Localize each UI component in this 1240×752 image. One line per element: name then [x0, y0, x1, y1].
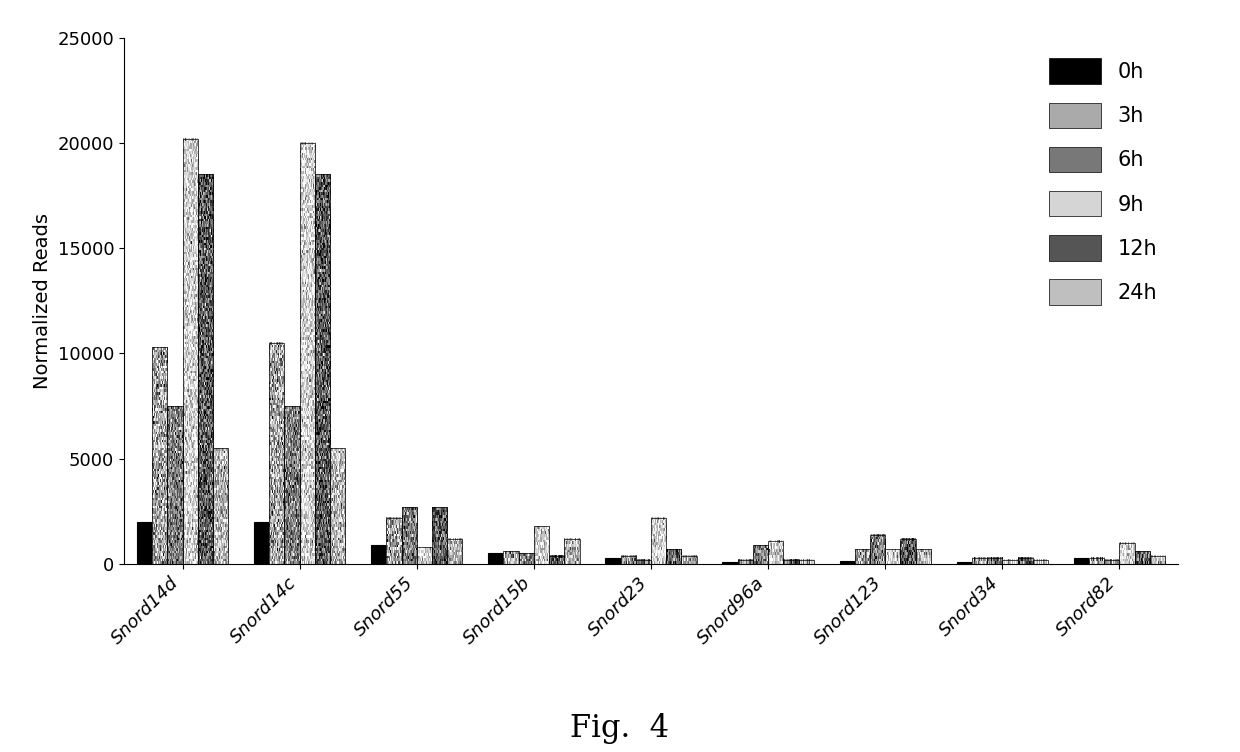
Text: Fig.  4: Fig. 4 — [570, 713, 670, 744]
Bar — [915, 549, 931, 564]
Bar — [620, 556, 636, 564]
Bar — [839, 561, 854, 564]
Bar — [330, 448, 345, 564]
Bar — [900, 538, 915, 564]
Bar — [284, 406, 300, 564]
Bar — [300, 143, 315, 564]
Bar — [1120, 543, 1135, 564]
Bar — [167, 406, 182, 564]
Bar — [636, 559, 651, 564]
Bar — [1135, 551, 1149, 564]
Bar — [972, 558, 987, 564]
Bar — [1033, 559, 1048, 564]
Bar — [153, 347, 167, 564]
Bar — [1074, 558, 1089, 564]
Bar — [682, 556, 697, 564]
Bar — [534, 526, 549, 564]
Bar — [784, 559, 799, 564]
Bar — [799, 559, 813, 564]
Bar — [651, 517, 666, 564]
Bar — [269, 343, 284, 564]
Bar — [605, 558, 620, 564]
Bar — [564, 538, 579, 564]
Bar — [870, 535, 885, 564]
Bar — [136, 522, 153, 564]
Bar — [417, 547, 432, 564]
Bar — [503, 551, 518, 564]
Legend: 0h, 3h, 6h, 9h, 12h, 24h: 0h, 3h, 6h, 9h, 12h, 24h — [1038, 48, 1168, 315]
Bar — [854, 549, 870, 564]
Bar — [182, 138, 197, 564]
Bar — [885, 549, 900, 564]
Bar — [1149, 556, 1166, 564]
Bar — [1002, 559, 1018, 564]
Bar — [1104, 559, 1120, 564]
Bar — [956, 562, 972, 564]
Bar — [315, 174, 330, 564]
Bar — [197, 174, 213, 564]
Bar — [549, 556, 564, 564]
Bar — [254, 522, 269, 564]
Bar — [402, 507, 417, 564]
Bar — [753, 545, 768, 564]
Bar — [213, 448, 228, 564]
Bar — [518, 553, 534, 564]
Bar — [432, 507, 448, 564]
Bar — [987, 558, 1002, 564]
Bar — [768, 541, 784, 564]
Bar — [738, 559, 753, 564]
Bar — [723, 562, 738, 564]
Y-axis label: Normalized Reads: Normalized Reads — [33, 213, 52, 389]
Bar — [489, 553, 503, 564]
Bar — [387, 517, 402, 564]
Bar — [448, 538, 463, 564]
Bar — [666, 549, 682, 564]
Bar — [1089, 558, 1104, 564]
Bar — [1018, 558, 1033, 564]
Bar — [371, 545, 387, 564]
